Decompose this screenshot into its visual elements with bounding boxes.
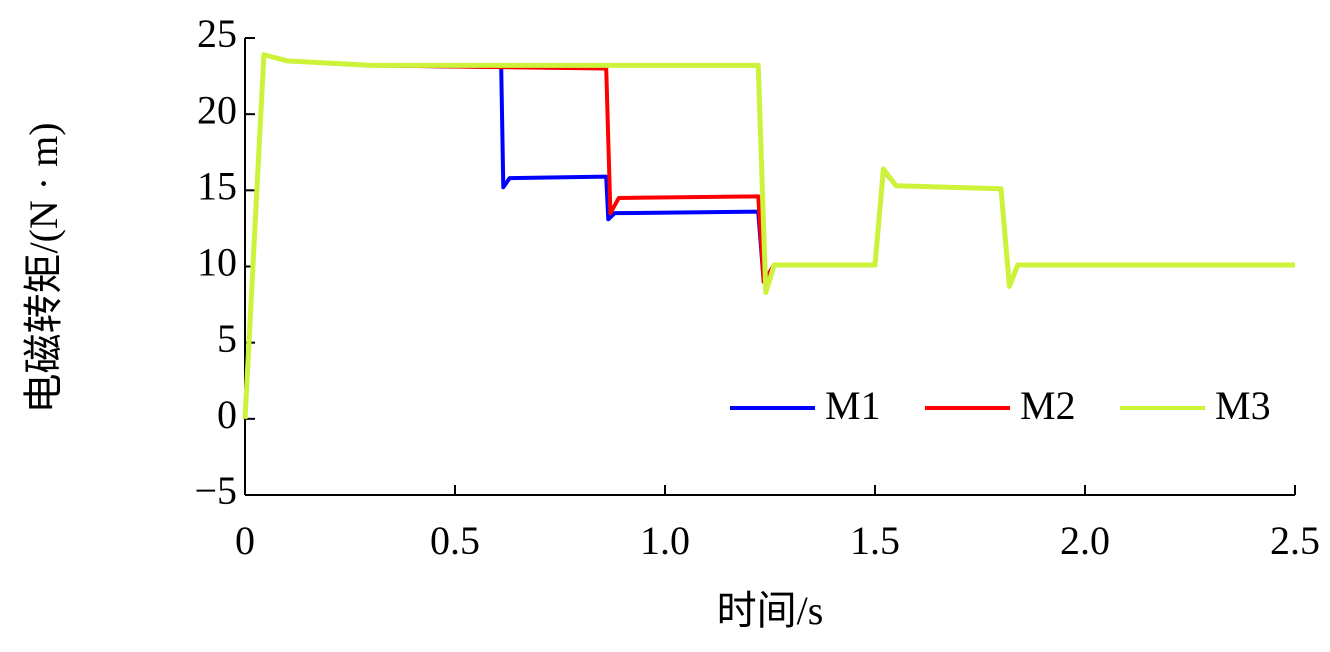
y-tick-label: −5 (194, 468, 237, 513)
y-axis-label: 电磁转矩/(N · m) (21, 122, 66, 413)
y-tick-label: 15 (197, 164, 237, 209)
line (243, 52, 1295, 419)
y-tick-label: 20 (197, 87, 237, 132)
x-tick-label: 1.5 (850, 518, 900, 563)
y-tick-label: 0 (217, 392, 237, 437)
legend-label: M3 (1215, 383, 1271, 428)
line (242, 52, 1295, 419)
x-tick-label: 0 (235, 518, 255, 563)
y-tick-label: 10 (197, 240, 237, 285)
legend-label: M2 (1020, 383, 1076, 428)
x-axis-label: 时间/s (717, 588, 824, 633)
legend-label: M1 (825, 383, 881, 428)
x-tick-label: 2.0 (1060, 518, 1110, 563)
y-tick-label: 5 (217, 316, 237, 361)
x-tick-label: 1.0 (640, 518, 690, 563)
x-tick-label: 2.5 (1270, 518, 1320, 563)
y-tick-label: 25 (197, 11, 237, 56)
line (243, 52, 1295, 419)
x-tick-label: 0.5 (430, 518, 480, 563)
